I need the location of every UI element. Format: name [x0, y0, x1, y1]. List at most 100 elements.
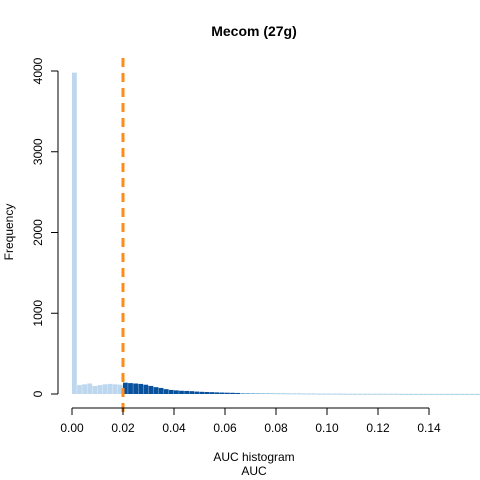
histogram-bar [265, 393, 271, 394]
x-tick-label: 0.12 [366, 421, 390, 435]
histogram-bar [199, 391, 205, 394]
histogram-bar [148, 385, 154, 394]
histogram-bar [143, 384, 149, 394]
histogram-bar [117, 384, 123, 394]
histogram-bar [393, 393, 399, 395]
histogram-bar [357, 393, 363, 395]
x-tick-label: 0.14 [417, 421, 441, 435]
histogram-bars [72, 72, 480, 395]
histogram-bar [276, 393, 281, 395]
histogram-bar [168, 389, 174, 394]
histogram-bar [327, 393, 332, 395]
histogram-bar [112, 384, 118, 394]
histogram-bar [311, 393, 317, 395]
histogram-bar [378, 393, 383, 395]
histogram-bar [204, 391, 210, 394]
histogram-bar [316, 393, 322, 395]
histogram-bar [306, 393, 312, 395]
y-tick-label: 0 [31, 390, 45, 397]
histogram-bar [230, 392, 235, 394]
histogram-bar [158, 387, 164, 394]
histogram-bar [301, 393, 307, 395]
histogram-bar [423, 393, 429, 395]
histogram-bar [189, 391, 195, 394]
histogram-bar [403, 393, 409, 395]
histogram-bar [388, 393, 393, 395]
histogram-bar [128, 383, 133, 394]
histogram-bar [347, 393, 353, 395]
histogram-bar [286, 393, 291, 395]
histogram-bar [92, 385, 98, 394]
histogram-bar [260, 393, 266, 394]
histogram-bar [255, 393, 261, 394]
x-axis-sublabel: AUC [241, 464, 267, 478]
histogram-bar [245, 393, 251, 394]
histogram-bar [444, 393, 450, 395]
y-tick-label: 3000 [31, 138, 45, 165]
histogram-bar [367, 393, 373, 395]
histogram-bar [87, 383, 93, 394]
x-tick-label: 0.08 [264, 421, 288, 435]
histogram-bar [464, 393, 470, 395]
histogram-bar [352, 393, 358, 395]
histogram-bar [77, 385, 82, 394]
histogram-bar [413, 393, 419, 395]
histogram-bar [337, 393, 342, 395]
histogram-bar [97, 385, 103, 394]
x-axis-label: AUC histogram [213, 450, 294, 464]
y-axis: 0 1000 2000 3000 4000 [31, 57, 59, 397]
histogram-bar [250, 393, 256, 394]
histogram-bar [174, 390, 179, 394]
histogram-bar [240, 393, 246, 394]
histogram-bar [138, 383, 144, 394]
histogram-bar [179, 390, 184, 394]
y-tick-label: 2000 [31, 219, 45, 246]
histogram-bar [429, 393, 434, 395]
histogram-bar [362, 393, 368, 395]
histogram-bar [398, 393, 404, 395]
x-tick-label: 0.10 [315, 421, 339, 435]
histogram-bar [332, 393, 337, 395]
x-tick-label: 0.00 [60, 421, 84, 435]
histogram-bar [281, 393, 286, 395]
histogram-bar [469, 393, 475, 395]
histogram-bar [82, 384, 87, 394]
histogram-bar [459, 393, 465, 395]
histogram-bar [439, 393, 444, 395]
y-tick-label: 1000 [31, 300, 45, 327]
y-axis-label: Frequency [2, 204, 16, 261]
x-tick-label: 0.04 [162, 421, 186, 435]
histogram-bar [474, 393, 480, 395]
histogram-bar [418, 393, 424, 395]
histogram-bar [209, 392, 215, 394]
histogram-bar [133, 383, 138, 394]
x-axis: 0.00 0.02 0.04 0.06 0.08 0.10 0.12 0.14 [60, 407, 441, 435]
histogram-bar [214, 392, 220, 394]
histogram-bar [408, 393, 414, 395]
histogram-bar [163, 389, 169, 394]
histogram-bar [291, 393, 297, 395]
histogram-bar [184, 390, 189, 394]
x-tick-label: 0.06 [213, 421, 237, 435]
histogram-bar [434, 393, 439, 395]
histogram-bar [321, 393, 327, 395]
histogram-bar [123, 382, 128, 394]
histogram-bar [454, 393, 460, 395]
y-tick-label: 4000 [31, 57, 45, 84]
histogram-bar [449, 393, 455, 395]
histogram-bar [372, 393, 378, 395]
histogram-bar [383, 393, 388, 395]
histogram-bar [194, 391, 200, 394]
histogram-bar [153, 387, 159, 394]
histogram-bar [102, 384, 108, 394]
histogram-bar [270, 393, 276, 395]
histogram-bar [296, 393, 302, 395]
histogram-bar [219, 392, 225, 394]
histogram-bar [107, 383, 113, 394]
histogram-bar [235, 392, 240, 394]
histogram-bar [72, 72, 77, 395]
histogram-bar [342, 393, 348, 395]
histogram-bar [225, 392, 230, 394]
